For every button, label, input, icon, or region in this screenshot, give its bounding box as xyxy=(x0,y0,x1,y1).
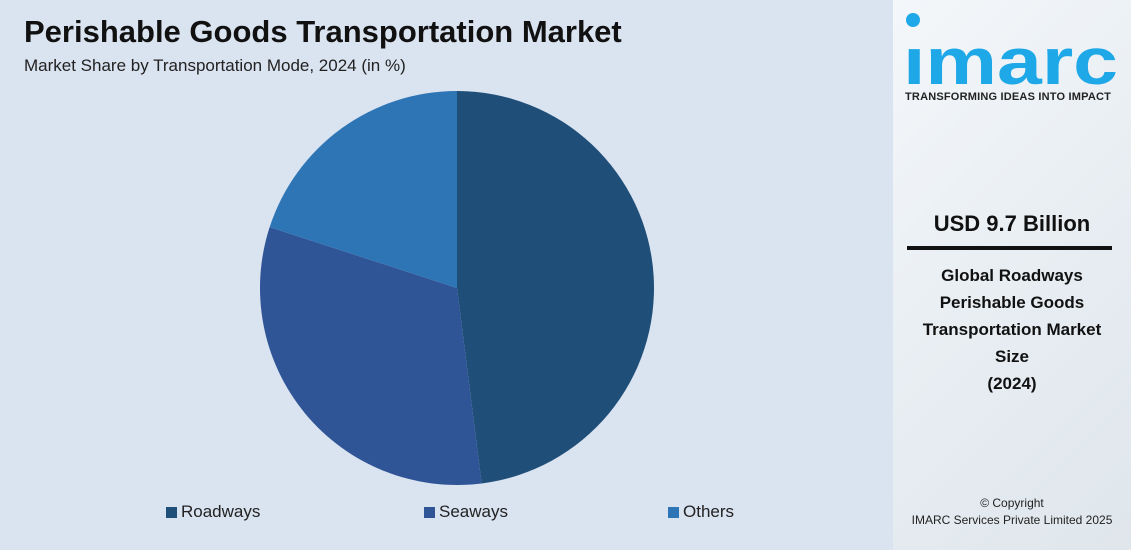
pie-slice-others xyxy=(269,91,457,288)
legend-label: Seaways xyxy=(439,502,508,521)
pie-slice-roadways xyxy=(457,91,655,484)
desc-line: (2024) xyxy=(987,374,1037,393)
pie-chart xyxy=(259,91,655,485)
legend-item-others: Others xyxy=(668,502,734,522)
chart-title: Perishable Goods Transportation Market xyxy=(24,14,622,49)
tagline: TRANSFORMING IDEAS INTO IMPACT xyxy=(905,91,1112,103)
desc-line: Size xyxy=(994,347,1030,366)
imarc-logo: ımarc xyxy=(905,13,1118,88)
info-panel: ımarc TRANSFORMING IDEAS INTO IMPACT USD… xyxy=(893,0,1131,550)
market-description: Global Roadways Perishable Goods Transpo… xyxy=(893,262,1131,397)
copyright: © Copyright IMARC Services Private Limit… xyxy=(893,495,1131,529)
market-value: USD 9.7 Billion xyxy=(933,211,1091,236)
desc-line: Transportation Market xyxy=(922,320,1102,339)
company-name: IMARC Services Private Limited 2025 xyxy=(911,513,1113,527)
legend-label: Others xyxy=(683,502,735,521)
divider xyxy=(907,246,1112,250)
legend-label: Roadways xyxy=(181,502,261,521)
legend-swatch xyxy=(166,506,177,518)
legend-item-roadways: Roadways xyxy=(166,502,260,522)
chart-area: Perishable Goods Transportation Market M… xyxy=(0,0,893,550)
desc-line: Perishable Goods xyxy=(939,293,1085,312)
legend-swatch xyxy=(668,506,679,518)
legend-swatch xyxy=(424,506,435,518)
legend-item-seaways: Seaways xyxy=(424,502,508,522)
chart-subtitle: Market Share by Transportation Mode, 202… xyxy=(24,56,406,75)
pie-slice-seaways xyxy=(259,227,482,485)
desc-line: Global Roadways xyxy=(941,266,1083,285)
svg-text:ımarc: ımarc xyxy=(905,24,1118,88)
copyright-label: © Copyright xyxy=(980,496,1044,510)
